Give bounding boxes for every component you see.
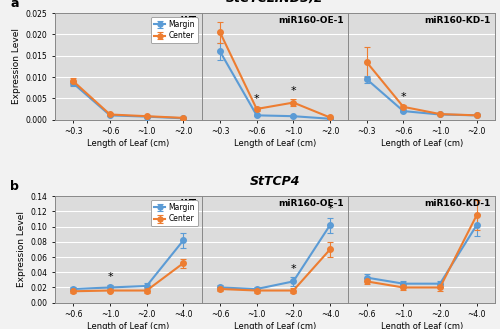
Text: *: * [290,86,296,96]
Text: *: * [290,264,296,274]
X-axis label: Length of Leaf (cm): Length of Leaf (cm) [234,139,316,148]
Text: miR160-OE-1: miR160-OE-1 [278,16,344,25]
Y-axis label: Expression Level: Expression Level [12,28,22,104]
Text: miR160-OE-1: miR160-OE-1 [278,199,344,209]
Text: *: * [180,219,186,230]
Legend: Margin, Center: Margin, Center [150,200,198,226]
X-axis label: Length of Leaf (cm): Length of Leaf (cm) [87,322,170,329]
Text: StCYCLIND3;2: StCYCLIND3;2 [226,0,324,5]
Text: a: a [10,0,18,10]
Text: StTCP4: StTCP4 [250,175,300,188]
Legend: Margin, Center: Margin, Center [150,17,198,43]
Y-axis label: Expression Level: Expression Level [17,212,26,288]
Text: WT: WT [181,199,198,209]
Text: miR160-KD-1: miR160-KD-1 [424,199,490,209]
X-axis label: Length of Leaf (cm): Length of Leaf (cm) [234,322,316,329]
X-axis label: Length of Leaf (cm): Length of Leaf (cm) [380,139,463,148]
Text: *: * [254,94,260,104]
Text: miR160-KD-1: miR160-KD-1 [424,16,490,25]
X-axis label: Length of Leaf (cm): Length of Leaf (cm) [87,139,170,148]
Text: WT: WT [181,16,198,25]
Text: *: * [107,272,113,282]
Text: *: * [400,91,406,102]
Text: b: b [10,180,19,193]
X-axis label: Length of Leaf (cm): Length of Leaf (cm) [380,322,463,329]
Text: *: * [327,204,333,214]
